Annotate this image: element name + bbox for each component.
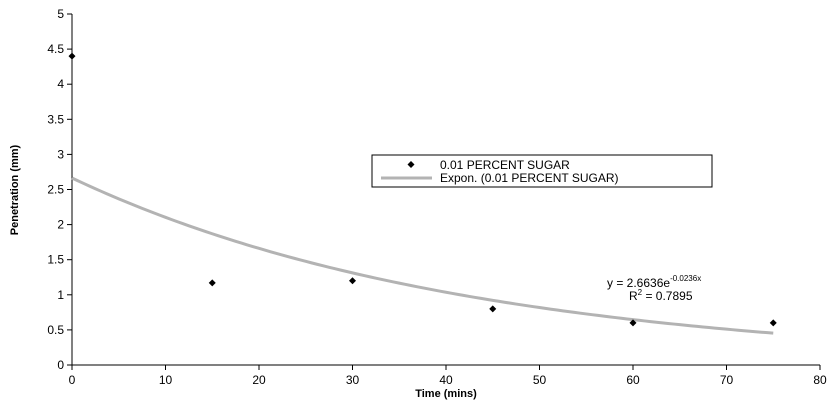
legend: 0.01 PERCENT SUGAR Expon. (0.01 PERCENT … bbox=[371, 154, 713, 188]
x-tick-label: 20 bbox=[252, 373, 266, 387]
data-point bbox=[68, 52, 76, 60]
data-point bbox=[208, 279, 216, 287]
y-tick-label: 5 bbox=[57, 7, 64, 21]
x-tick-label: 70 bbox=[720, 373, 734, 387]
y-tick-label: 3.5 bbox=[47, 112, 64, 126]
y-tick-label: 0.5 bbox=[47, 323, 64, 337]
x-axis: 0 10 20 30 40 50 60 70 80 bbox=[69, 365, 827, 387]
data-point bbox=[769, 319, 777, 327]
x-tick-label: 30 bbox=[346, 373, 360, 387]
legend-marker-diamond bbox=[407, 161, 415, 168]
x-axis-label: Time (mins) bbox=[415, 388, 477, 400]
y-tick-label: 1.5 bbox=[47, 253, 64, 267]
y-tick-label: 2.5 bbox=[47, 183, 64, 197]
y-axis: 0 0.5 1 1.5 2 2.5 3 3.5 4 4.5 5 bbox=[47, 7, 72, 372]
x-tick-label: 40 bbox=[439, 373, 453, 387]
legend-entry-trendline: Expon. (0.01 PERCENT SUGAR) bbox=[440, 171, 619, 185]
x-tick-label: 0 bbox=[69, 373, 76, 387]
trendline-equation: y = 2.6636e-0.0236x R2 = 0.7895 bbox=[607, 274, 701, 303]
exponential-trendline bbox=[71, 176, 774, 335]
x-tick-label: 50 bbox=[533, 373, 547, 387]
y-axis-label: Penetration (mm) bbox=[9, 144, 21, 235]
data-point bbox=[489, 305, 497, 313]
y-tick-label: 4.5 bbox=[47, 42, 64, 56]
data-point bbox=[349, 277, 356, 285]
plot-area bbox=[71, 14, 820, 366]
y-tick-label: 4 bbox=[57, 77, 64, 91]
x-tick-label: 80 bbox=[813, 373, 827, 387]
y-tick-label: 0 bbox=[57, 358, 64, 372]
legend-box bbox=[371, 154, 713, 188]
x-tick-label: 10 bbox=[159, 373, 173, 387]
equation-text: y = 2.6636e-0.0236x bbox=[607, 274, 701, 290]
x-tick-label: 60 bbox=[626, 373, 640, 387]
y-tick-label: 1 bbox=[57, 288, 64, 302]
y-tick-label: 2 bbox=[57, 218, 64, 232]
data-points bbox=[68, 52, 777, 327]
r-squared-text: R2 = 0.7895 bbox=[629, 288, 693, 303]
legend-entry-series: 0.01 PERCENT SUGAR bbox=[440, 158, 570, 172]
y-tick-label: 3 bbox=[57, 147, 64, 161]
data-point bbox=[629, 319, 637, 327]
